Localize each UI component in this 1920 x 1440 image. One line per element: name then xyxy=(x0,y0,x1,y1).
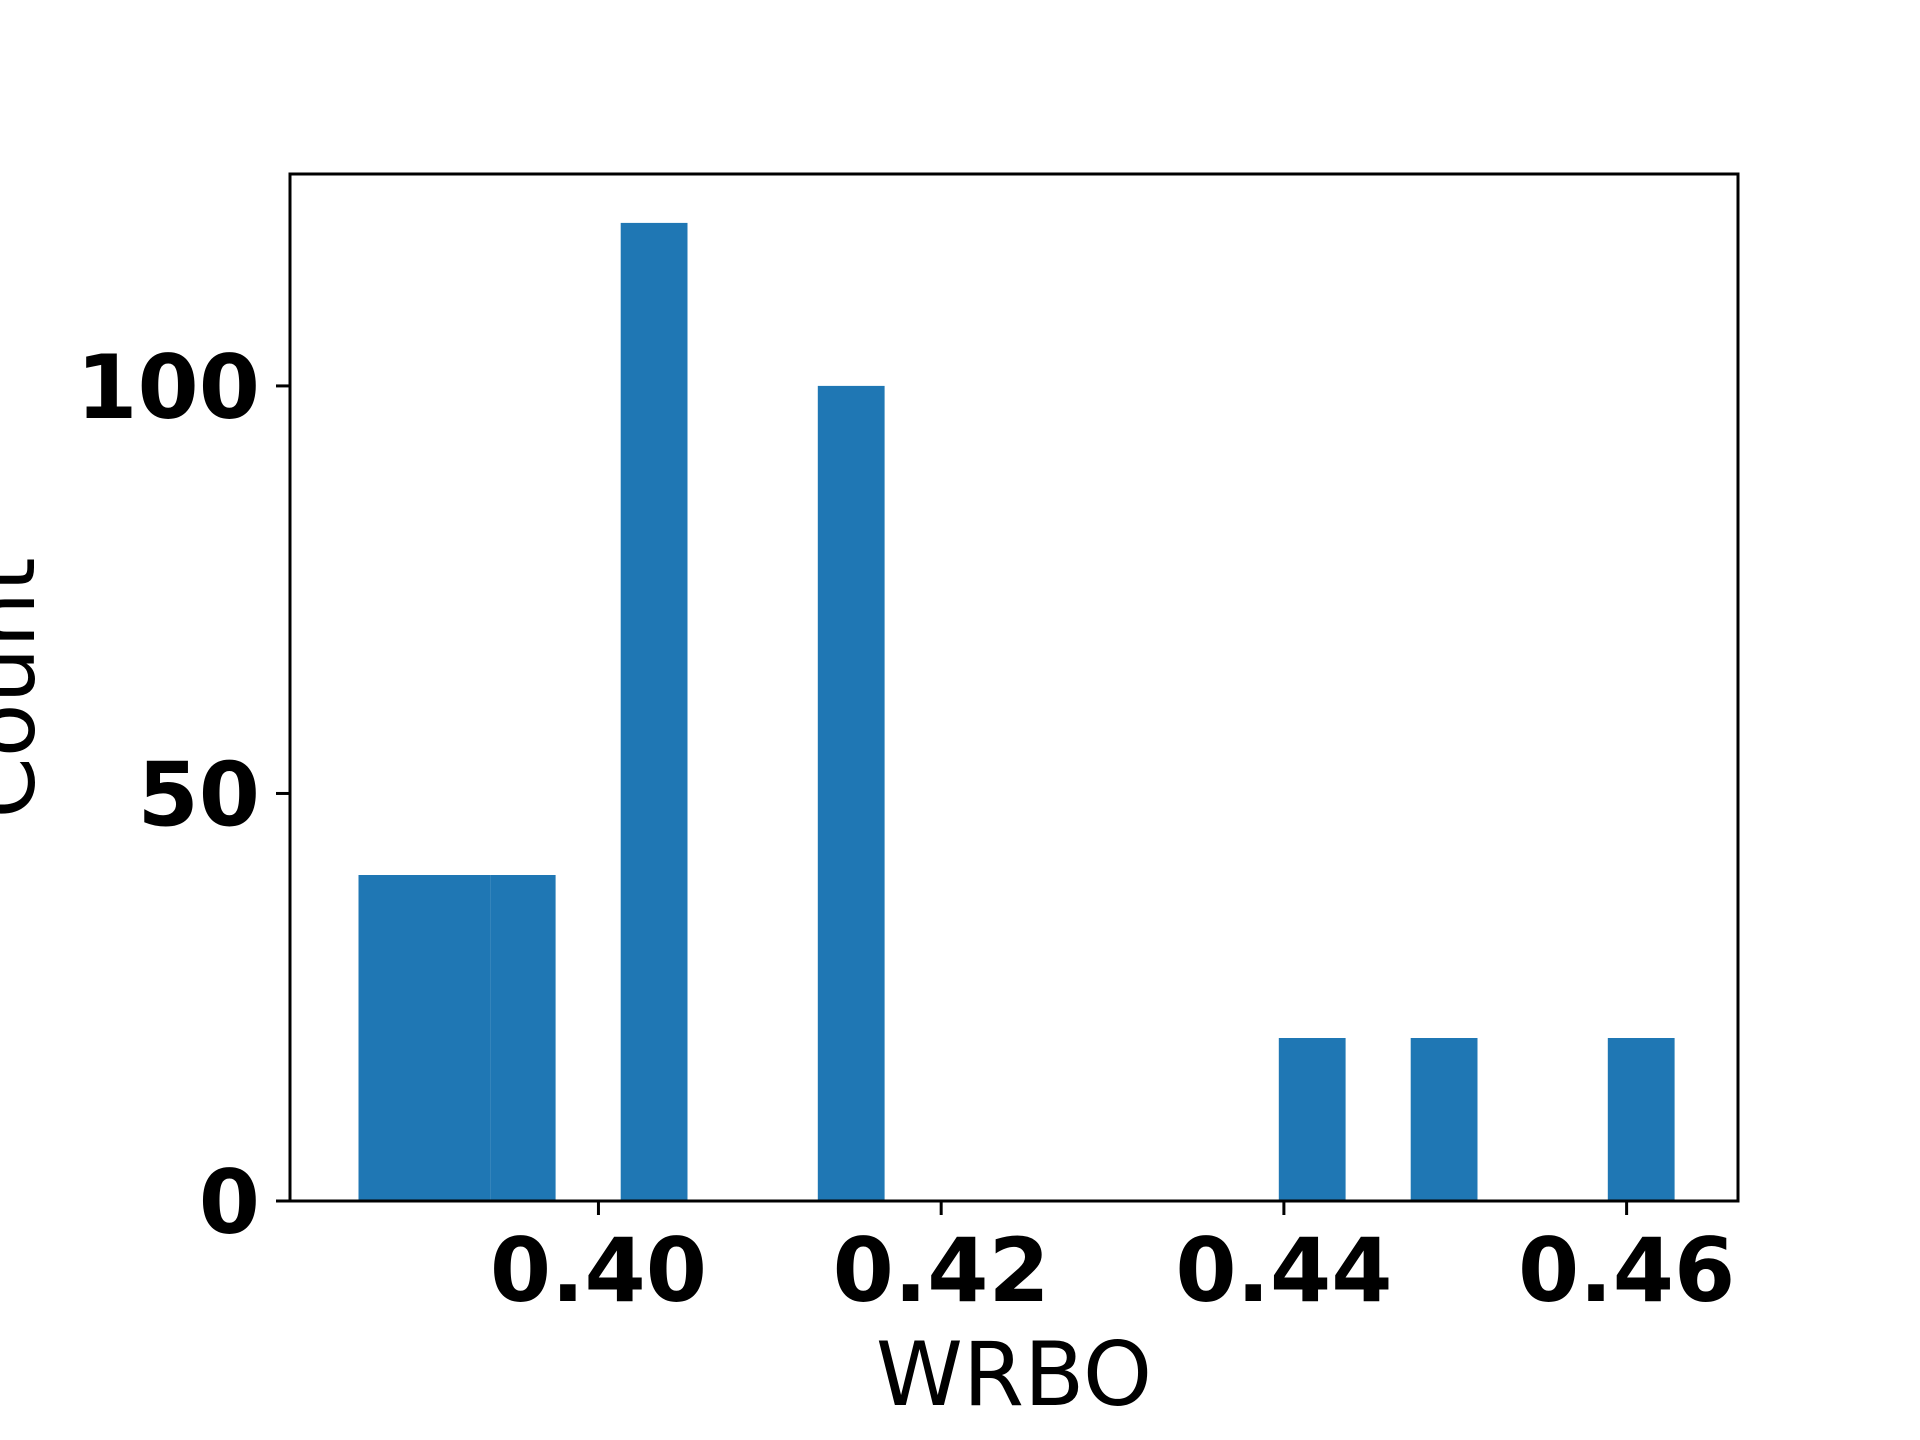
bar-4 xyxy=(1278,1038,1346,1201)
bar-3 xyxy=(817,385,885,1201)
y-axis-ticks: 0 50 100 xyxy=(76,336,290,1254)
x-tick-label-3: 0.46 xyxy=(1518,1219,1735,1322)
y-axis-label: Count xyxy=(0,557,55,818)
bar-5 xyxy=(1410,1038,1478,1201)
bars-group xyxy=(358,222,1675,1201)
y-tick-label-0: 0 xyxy=(199,1151,260,1254)
x-tick-label-1: 0.42 xyxy=(833,1219,1050,1322)
plot-frame xyxy=(288,172,1740,1203)
bar-1 xyxy=(490,875,556,1201)
bar-0 xyxy=(358,875,491,1201)
x-axis-ticks: 0.40 0.42 0.44 0.46 xyxy=(490,1201,1735,1322)
bar-2 xyxy=(620,222,688,1201)
x-tick-label-0: 0.40 xyxy=(490,1219,707,1322)
y-tick-label-1: 50 xyxy=(138,743,260,846)
x-axis-label: WRBO xyxy=(876,1323,1152,1426)
x-tick-label-2: 0.44 xyxy=(1175,1219,1392,1322)
bar-6 xyxy=(1607,1038,1675,1201)
y-tick-label-2: 100 xyxy=(76,336,260,439)
